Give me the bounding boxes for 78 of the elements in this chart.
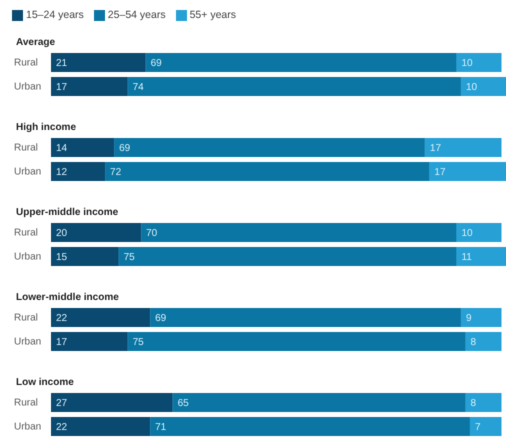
bar — [150, 417, 470, 436]
data-label: 8 — [470, 337, 476, 348]
bar — [51, 53, 146, 72]
y-tick-label: Rural — [14, 58, 38, 68]
y-tick-label: Urban — [14, 336, 42, 348]
data-label: 72 — [110, 167, 122, 178]
data-label: 12 — [56, 167, 68, 178]
y-tick-label: Urban — [14, 422, 42, 432]
y-tick-label: Rural — [14, 398, 38, 408]
bar — [51, 417, 150, 436]
bar — [172, 393, 466, 412]
bar — [51, 223, 142, 242]
legend-label: 25–54 years — [108, 9, 166, 21]
bar — [150, 308, 461, 327]
data-label: 17 — [434, 167, 446, 178]
bar — [424, 138, 502, 157]
bar — [51, 77, 128, 96]
bar — [141, 223, 456, 242]
y-tick-label: Urban — [14, 252, 42, 262]
data-label: 22 — [56, 313, 68, 324]
data-label: 21 — [56, 58, 68, 70]
data-label: 8 — [470, 398, 476, 410]
data-label: 14 — [56, 143, 68, 154]
data-label: 17 — [56, 337, 68, 348]
bar — [51, 393, 173, 412]
bar — [465, 332, 502, 351]
y-tick-label: Urban — [14, 82, 42, 92]
bar — [429, 162, 506, 181]
data-label: 20 — [56, 228, 68, 240]
chart-title: High income — [16, 121, 76, 135]
data-label: 22 — [56, 422, 68, 434]
data-label: 17 — [430, 143, 442, 154]
data-label: 69 — [119, 143, 131, 154]
data-label: 10 — [466, 82, 478, 94]
bar — [465, 393, 502, 412]
bar — [146, 53, 456, 72]
bar — [128, 332, 466, 351]
data-label: 65 — [178, 398, 190, 410]
chart-title: Low income — [16, 376, 74, 390]
bar — [456, 247, 506, 266]
bar — [470, 417, 502, 436]
bar — [114, 138, 425, 157]
bar — [105, 162, 430, 181]
bar — [51, 332, 128, 351]
bar — [118, 247, 456, 266]
data-label: 7 — [474, 422, 481, 434]
legend-label: 55+ years — [190, 9, 236, 21]
data-label: 71 — [155, 422, 167, 434]
legend-label: 15–24 years — [26, 9, 84, 21]
bar — [51, 162, 106, 181]
bar — [460, 308, 502, 327]
bar — [456, 223, 502, 242]
bar — [51, 138, 114, 157]
bar — [456, 53, 502, 72]
data-label: 69 — [150, 58, 162, 70]
chart-title: Upper-middle income — [16, 206, 118, 220]
bar — [128, 77, 461, 96]
data-label: 75 — [132, 337, 144, 348]
data-label: 10 — [461, 58, 474, 70]
y-tick-label: Rural — [14, 312, 38, 324]
data-label: 9 — [466, 313, 472, 324]
y-tick-label: Rural — [14, 142, 38, 154]
data-label: 15 — [56, 252, 68, 264]
data-label: 17 — [56, 82, 68, 94]
data-label: 69 — [155, 313, 167, 324]
chart-title: Average — [16, 36, 56, 50]
data-label: 11 — [461, 252, 472, 264]
bar — [51, 308, 150, 327]
chart-title: Lower-middle income — [16, 291, 119, 305]
bar — [460, 77, 506, 96]
y-tick-label: Rural — [14, 228, 38, 238]
data-label: 70 — [146, 228, 158, 240]
bar — [51, 247, 119, 266]
y-tick-label: Urban — [14, 166, 42, 178]
data-label: 74 — [132, 82, 144, 94]
data-label: 75 — [124, 252, 136, 264]
data-label: 27 — [56, 398, 68, 410]
data-label: 10 — [461, 228, 474, 240]
